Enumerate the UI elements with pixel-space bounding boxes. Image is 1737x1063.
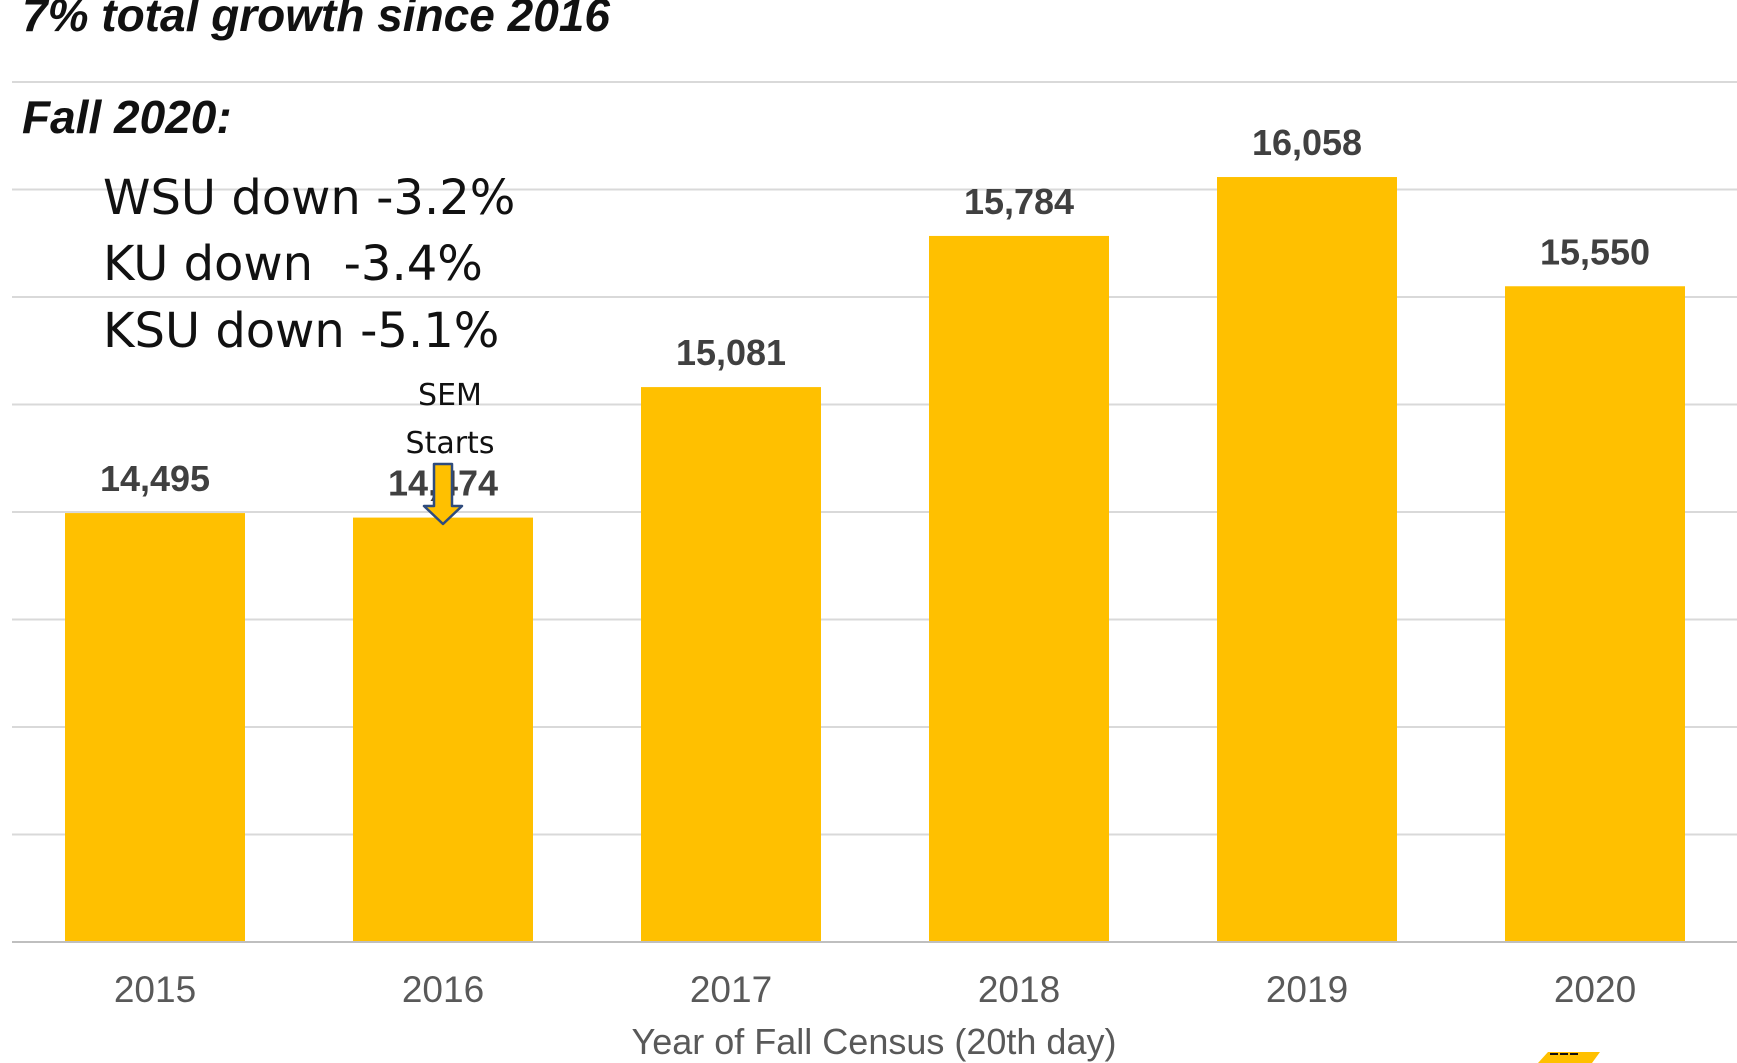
x-tick-label-2019: 2019	[1266, 969, 1348, 1010]
gridlines	[12, 81, 1737, 836]
x-tick-label-2016: 2016	[402, 969, 484, 1010]
x-tick-label-2015: 2015	[114, 969, 196, 1010]
sem-annotation-line1: SEM	[418, 378, 482, 413]
decline-item-ksu: KSU down -5.1%	[103, 303, 500, 359]
bar-2020	[1505, 286, 1685, 942]
value-label-2020: 15,550	[1540, 231, 1650, 272]
bar-2018	[929, 235, 1109, 942]
decline-item-ku: KU down -3.4%	[103, 236, 483, 292]
x-tick-label-2018: 2018	[978, 969, 1060, 1010]
sem-annotation-line2: Starts	[405, 426, 495, 461]
bar-2015	[65, 513, 245, 942]
x-tick-label-2020: 2020	[1554, 969, 1636, 1010]
bar-2019	[1217, 177, 1397, 942]
value-label-2018: 15,784	[964, 181, 1074, 222]
value-label-2015: 14,495	[100, 458, 210, 499]
sem-starts-annotation: SEM Starts	[380, 372, 520, 468]
value-label-2019: 16,058	[1252, 122, 1362, 163]
x-tick-label-2017: 2017	[690, 969, 772, 1010]
decline-item-wsu: WSU down -3.2%	[103, 170, 516, 226]
headline-subtitle: Fall 2020:	[22, 91, 232, 143]
x-axis-title: Year of Fall Census (20th day)	[632, 1021, 1117, 1062]
x-tick-labels: 2015 2016 2017 2018 2019 2020	[114, 969, 1636, 1010]
sem-arrow-icon	[422, 462, 464, 526]
headline-title: 7% total growth since 2016	[22, 0, 610, 41]
value-label-2017: 15,081	[676, 332, 786, 373]
bars	[65, 177, 1685, 943]
bar-2017	[641, 387, 821, 943]
bar-2016	[353, 517, 533, 942]
university-logo-icon	[1538, 1052, 1600, 1063]
